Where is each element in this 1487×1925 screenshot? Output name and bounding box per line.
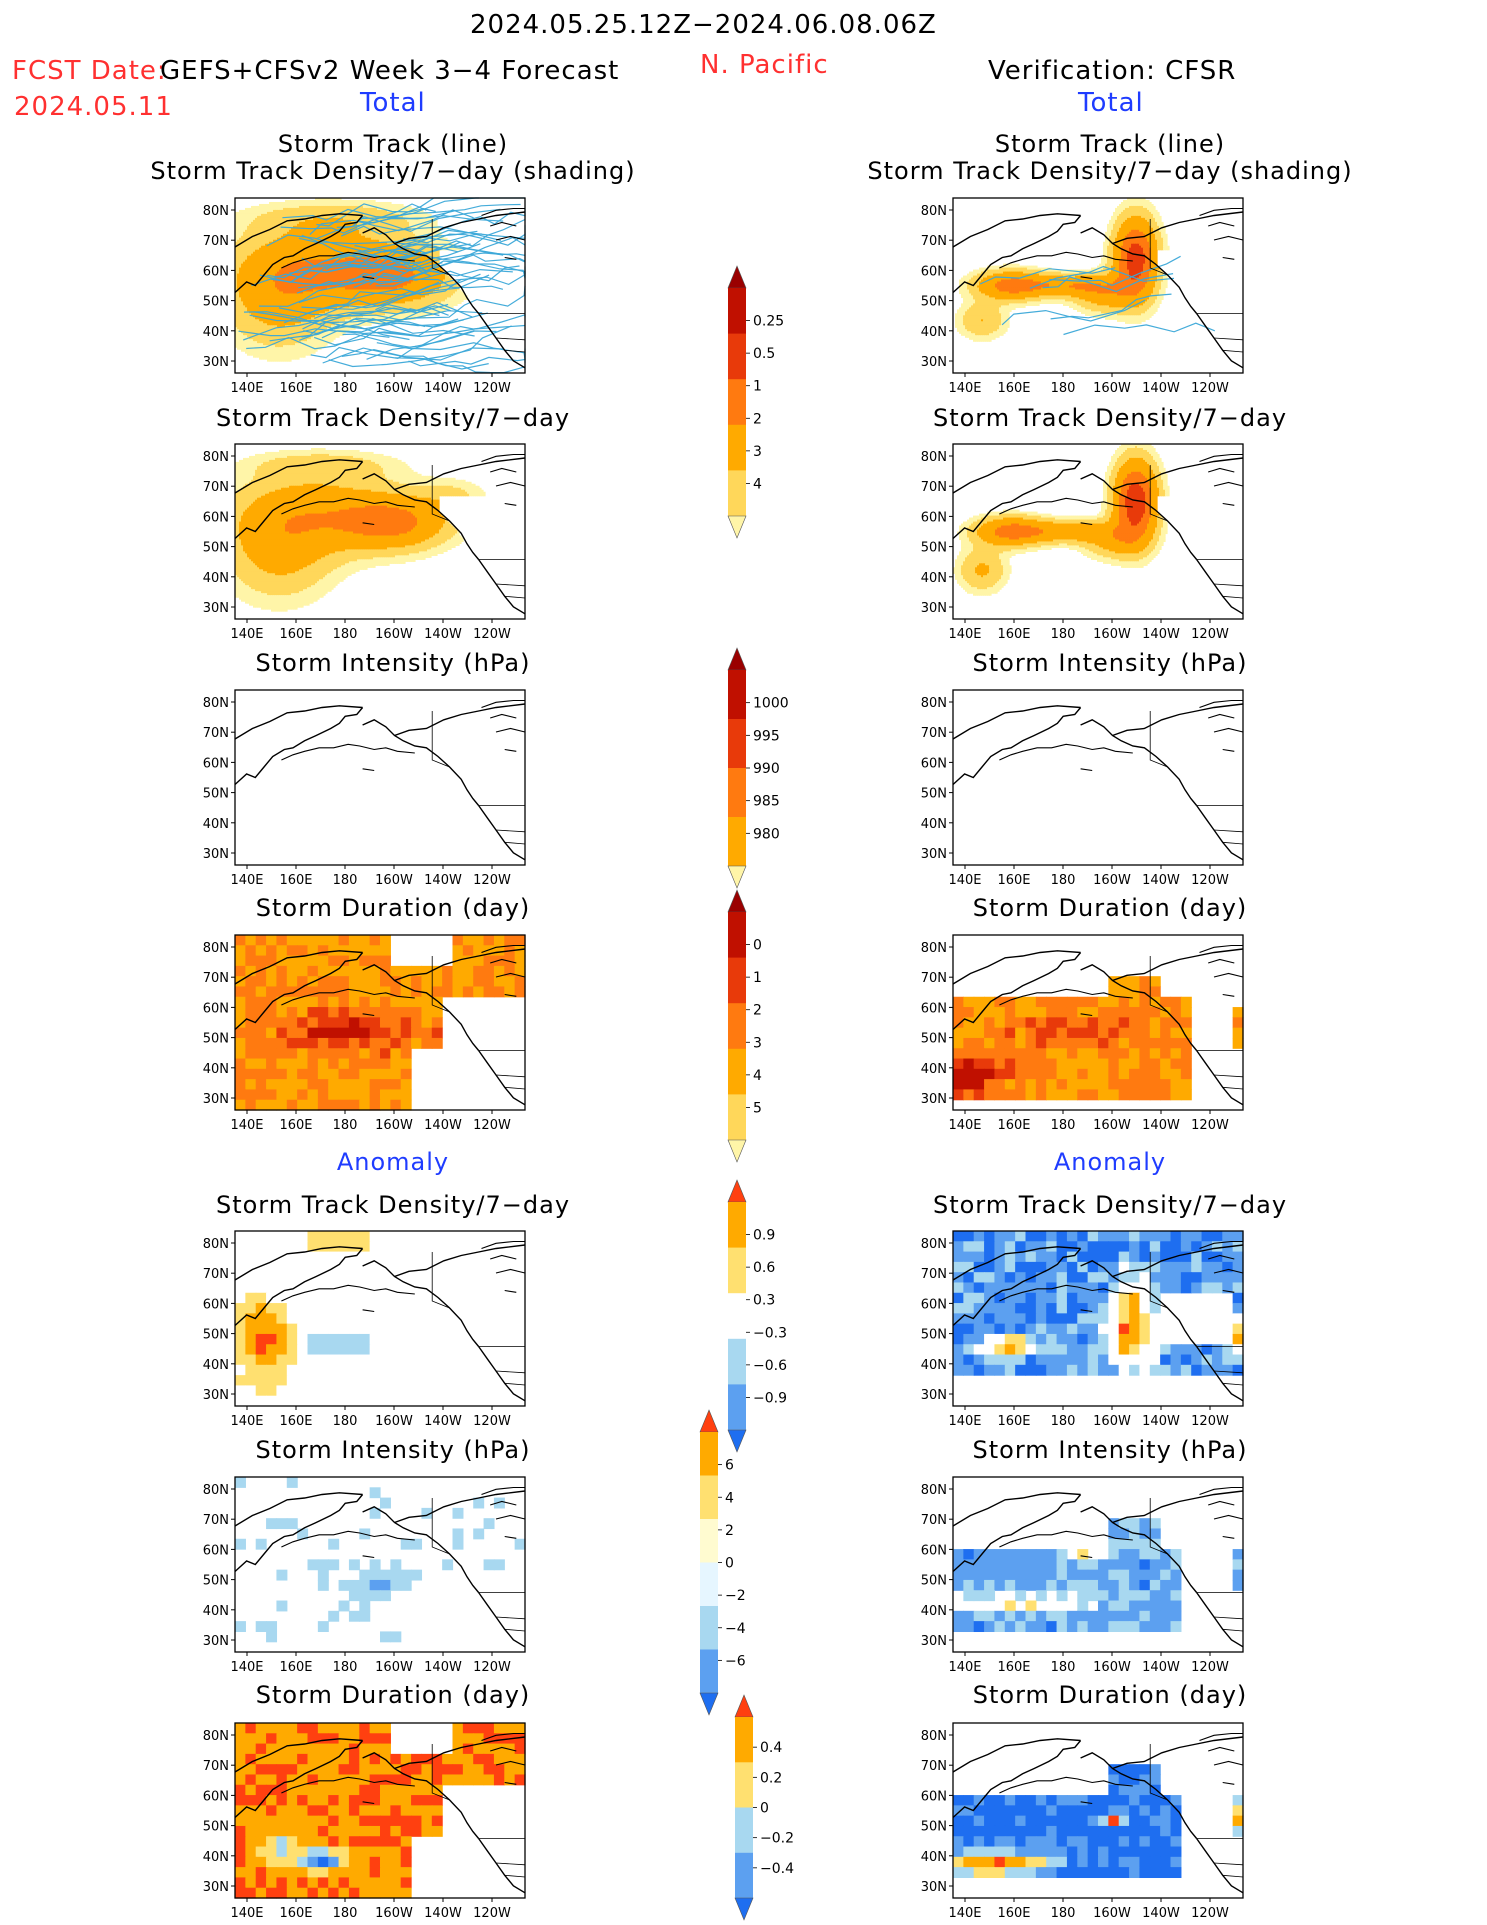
panel-track-density-forecast: 30N40N50N60N70N80N140E 160E 180 160W 140W 120… — [203, 198, 525, 396]
